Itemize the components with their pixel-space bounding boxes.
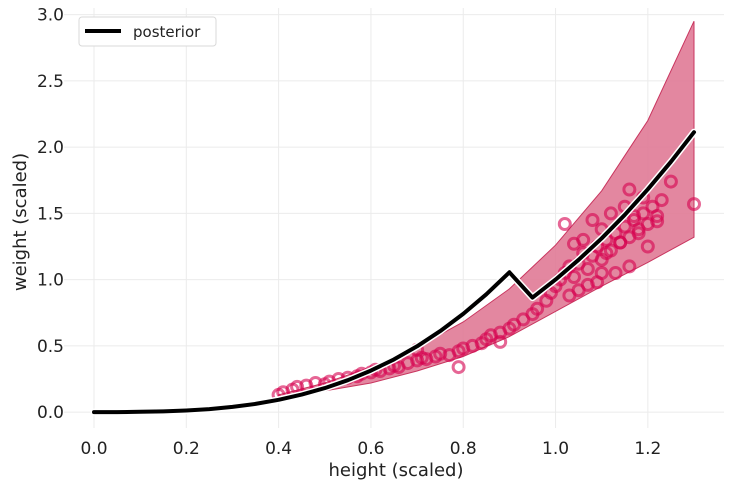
- grid-lines: [64, 8, 724, 428]
- y-tick-label: 0.0: [37, 403, 64, 423]
- scatter-point: [594, 266, 609, 280]
- scatter-point: [603, 206, 618, 221]
- y-tick-label: 1.0: [37, 271, 64, 291]
- scatter-point: [622, 259, 637, 274]
- scatter-point: [562, 288, 577, 303]
- legend: posterior: [78, 16, 217, 47]
- scatter-point: [567, 270, 581, 284]
- x-tick-labels: 0.0 0.2 0.4 0.6 0.8 1.0 1.2: [80, 439, 661, 459]
- posterior-line: [92, 130, 696, 415]
- y-tick-label: 3.0: [37, 6, 64, 26]
- scatter-point: [567, 236, 581, 251]
- x-tick-label: 0.4: [265, 439, 292, 459]
- y-tick-label: 0.5: [37, 337, 64, 357]
- scatter-point: [557, 217, 572, 231]
- legend-label-posterior: posterior: [133, 23, 201, 41]
- x-tick-label: 0.0: [80, 439, 107, 459]
- y-axis-label: weight (scaled): [10, 153, 31, 291]
- scatter-point: [530, 301, 545, 316]
- scatter-point: [608, 266, 623, 280]
- y-tick-label: 2.0: [37, 138, 64, 158]
- x-axis-label: height (scaled): [329, 460, 464, 481]
- scatter-point: [640, 239, 655, 254]
- scatter-point: [433, 346, 448, 361]
- y-tick-label: 1.5: [37, 204, 64, 224]
- x-tick-label: 1.2: [634, 439, 661, 459]
- scatter-point: [622, 182, 637, 197]
- scatter-point: [451, 360, 466, 375]
- scatter-point: [650, 214, 665, 229]
- x-tick-label: 1.0: [542, 439, 569, 459]
- scatter-point: [687, 197, 701, 212]
- scatter-point: [627, 209, 641, 223]
- x-tick-label: 0.2: [173, 439, 200, 459]
- posterior-line-group: [90, 128, 698, 416]
- scatter-point: [613, 235, 628, 250]
- scatter-point: [650, 209, 665, 223]
- scatter-point: [654, 193, 669, 208]
- scatter-points: [271, 174, 701, 402]
- scatter-point: [663, 174, 678, 189]
- x-tick-label: 0.8: [450, 439, 477, 459]
- x-tick-label: 0.6: [357, 439, 384, 459]
- scatter-point: [585, 213, 600, 227]
- legend-box: [78, 16, 217, 47]
- scatter-point: [599, 246, 614, 261]
- y-tick-labels: 0.0 0.5 1.0 1.5 2.0 2.5 3.0: [37, 6, 64, 423]
- scatter-point: [631, 226, 646, 241]
- scatter-point: [580, 277, 595, 292]
- scatter-point: [493, 334, 508, 349]
- y-tick-label: 2.5: [37, 72, 64, 92]
- scatter-point: [580, 262, 595, 276]
